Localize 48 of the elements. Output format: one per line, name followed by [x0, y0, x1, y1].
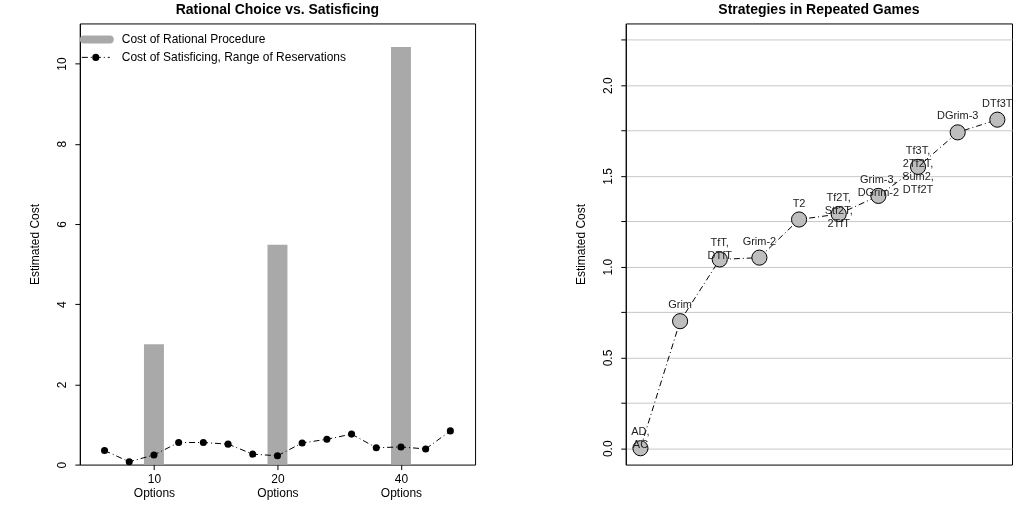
x-tick-label: 10 Options — [133, 472, 176, 501]
point — [446, 427, 454, 435]
point — [751, 249, 768, 266]
point — [199, 439, 207, 447]
bar — [390, 47, 411, 465]
chart-title: Rational Choice vs. Satisficing — [175, 1, 380, 18]
point — [422, 445, 430, 453]
x-tick-label: 40 Options — [380, 472, 423, 501]
point — [298, 439, 306, 447]
y-tick-label: 2 — [55, 381, 70, 389]
x-tick-label: 20 Options — [257, 472, 299, 501]
point — [348, 430, 356, 438]
bar — [267, 244, 288, 465]
point — [949, 124, 966, 141]
point — [672, 313, 689, 330]
y-axis-title: Estimated Cost — [28, 203, 43, 286]
data-label: Grim-2 — [742, 234, 777, 247]
point — [101, 447, 109, 455]
point — [249, 450, 257, 458]
point — [397, 443, 405, 451]
point — [790, 211, 808, 228]
y-axis-title: Estimated Cost — [574, 203, 589, 286]
y-tick-label: 4 — [55, 301, 70, 308]
point — [273, 452, 281, 460]
y-tick-label: 0 — [55, 461, 70, 469]
data-label: DGrim-3 — [936, 109, 979, 122]
legend-label: Cost of Rational Procedure — [121, 32, 266, 47]
point — [372, 444, 380, 452]
y-tick-label: 2.0 — [601, 77, 616, 94]
point — [224, 440, 232, 448]
y-tick-label: 1.5 — [601, 167, 616, 185]
point — [150, 451, 158, 459]
data-label: DTf3T — [982, 96, 1013, 109]
chart-title: Strategies in Repeated Games — [718, 1, 920, 18]
point — [989, 111, 1006, 128]
data-label: Grim — [668, 298, 692, 311]
y-tick-label: 8 — [55, 140, 70, 148]
bar — [143, 344, 164, 465]
y-tick-label: 6 — [55, 220, 70, 228]
point — [125, 458, 133, 466]
point — [323, 435, 331, 443]
data-label: T2 — [792, 196, 806, 209]
y-tick-label: 1.0 — [601, 258, 616, 276]
legend-label: Cost of Satisficing, Range of Reservations — [121, 50, 346, 65]
y-tick-label: 10 — [55, 57, 70, 71]
y-tick-label: 0.0 — [601, 440, 616, 458]
point — [175, 439, 183, 447]
y-tick-label: 0.5 — [601, 349, 616, 367]
